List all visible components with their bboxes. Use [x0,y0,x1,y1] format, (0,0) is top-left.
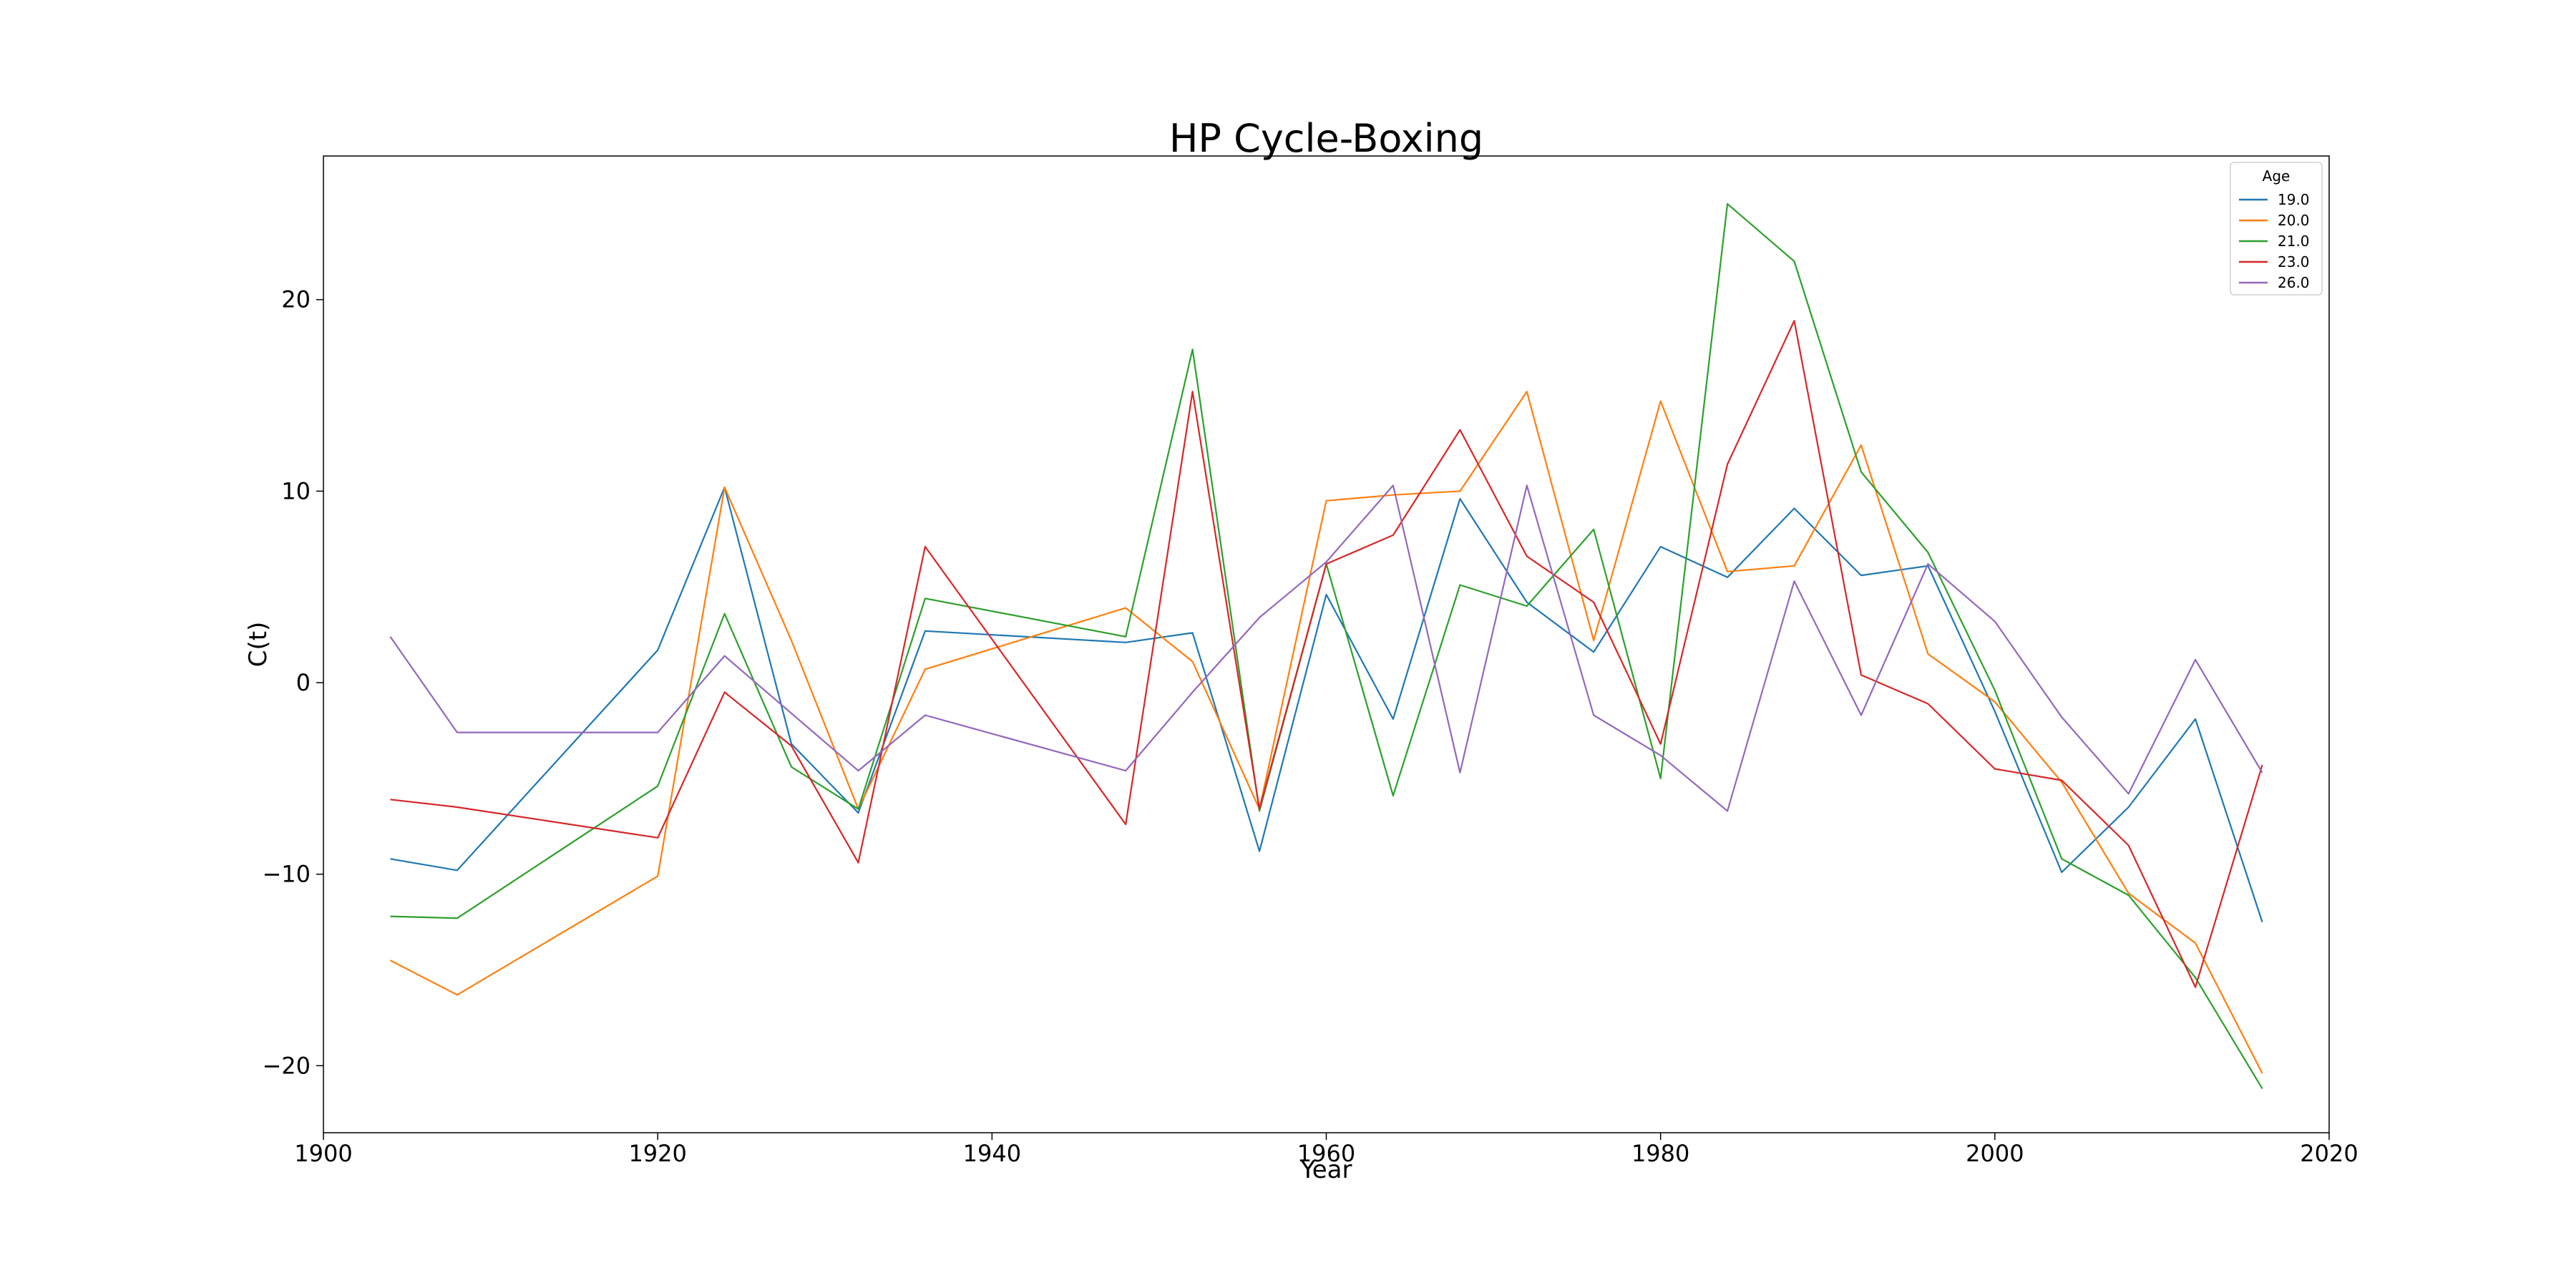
x-tick-label: 1980 [1631,1140,1689,1167]
series-21.0 [390,203,2263,1089]
series-line [390,486,2263,922]
x-tick-label: 1920 [628,1140,686,1167]
x-tick-label: 1940 [963,1140,1021,1167]
series-26.0 [389,484,2263,812]
legend-label: 20.0 [2278,212,2310,229]
y-tick-label: −10 [262,861,311,888]
y-tick-label: −20 [262,1052,311,1079]
y-axis-label: C(t) [244,622,273,668]
legend-label: 21.0 [2278,233,2310,250]
chart-title: HP Cycle-Boxing [1169,116,1483,161]
x-tick-label: 1960 [1297,1140,1355,1167]
series-20.0 [389,391,2263,1074]
y-tick-label: 10 [281,477,311,504]
plot-area-frame [323,155,2330,1133]
series-layer [389,203,2263,1089]
series-line [389,391,2263,1074]
legend-title: Age [2263,167,2290,185]
legend-label: 19.0 [2278,191,2310,208]
x-tick-label: 2020 [2300,1140,2358,1167]
series-line [389,484,2263,812]
series-line [390,203,2263,1089]
series-line [390,320,2263,988]
x-axis: 1900 1920 1940 1960 1980 2000 2020 [294,1133,2358,1167]
y-axis: −20 −10 0 10 20 [262,286,323,1079]
legend-items: 19.0 20.0 21.0 23.0 26.0 [2239,191,2310,291]
series-19.0 [390,486,2263,922]
y-tick-label: 20 [281,286,311,313]
x-axis-label: Year [1300,1156,1352,1184]
legend-label: 26.0 [2278,274,2310,291]
y-tick-label: 0 [296,669,311,696]
legend: Age 19.0 20.0 21.0 23.0 26.0 [2230,162,2323,296]
series-23.0 [390,320,2263,988]
x-tick-label: 1900 [294,1140,352,1167]
legend-label: 23.0 [2278,253,2310,270]
x-tick-label: 2000 [1966,1140,2024,1167]
